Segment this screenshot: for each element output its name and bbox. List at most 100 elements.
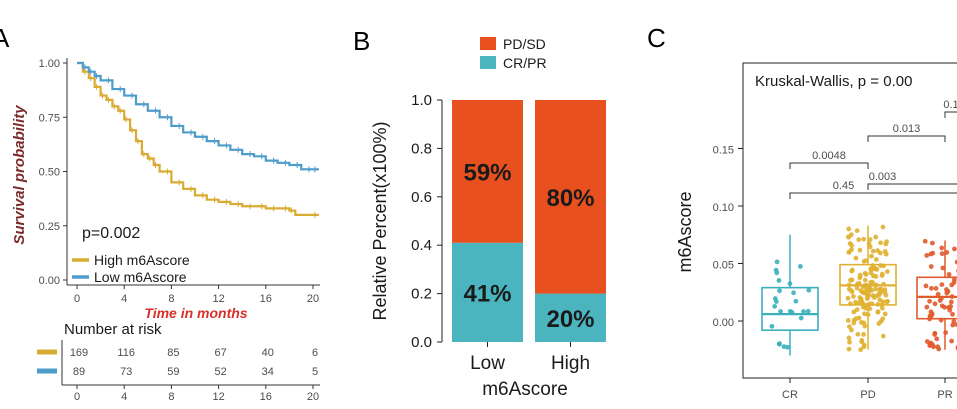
data-point-pd [870, 293, 876, 299]
data-point-pr [939, 251, 945, 257]
data-point-pr [929, 240, 935, 246]
data-point-pd [876, 292, 882, 298]
panel-a-letter: A [0, 23, 10, 53]
comparison-bracket [944, 111, 957, 118]
data-point-pd [877, 287, 883, 292]
box-pr [916, 276, 957, 320]
a-x-tick-label: 16 [260, 293, 272, 305]
data-point-pr [939, 282, 945, 288]
data-point-pd [845, 295, 851, 301]
data-point-pd [857, 275, 863, 281]
comparison-label: 0.0048 [812, 150, 846, 162]
bar-label-cr-pr: 20% [546, 306, 594, 333]
comparison-label: 0.013 [893, 123, 921, 135]
risk-x-tick-label: 12 [212, 391, 224, 403]
b-y-tick-label: 1.0 [411, 92, 432, 109]
data-point-pd [853, 255, 859, 261]
risk-count: 73 [120, 366, 132, 378]
bar-high-cr-pr [535, 293, 606, 342]
c-y-tick-label: 0.00 [713, 317, 734, 329]
risk-count: 85 [167, 347, 179, 359]
data-point-pd [859, 337, 865, 343]
data-point-pd [882, 311, 888, 317]
risk-count: 52 [214, 366, 226, 378]
data-point-pd [880, 316, 886, 322]
data-point-pd [849, 327, 854, 333]
data-point-pd [846, 249, 852, 255]
data-point-cr [806, 287, 812, 293]
risk-count: 5 [312, 366, 318, 378]
data-point-pr [924, 253, 930, 258]
data-point-pd [846, 234, 851, 240]
data-point-pd [883, 241, 889, 247]
panel-c-test-label: Kruskal-Wallis, p = 0.00 [755, 73, 912, 90]
data-point-pr [952, 246, 957, 252]
data-point-pd [857, 295, 863, 300]
data-point-pd [877, 297, 883, 303]
data-point-pr [932, 301, 938, 307]
comparison-bracket [789, 162, 869, 169]
risk-x-tick-label: 20 [307, 391, 319, 403]
data-point-pd [870, 248, 876, 254]
comparison-bracket [789, 192, 957, 199]
data-point-pr [922, 238, 928, 244]
data-point-cr [785, 344, 790, 350]
a-y-tick-label: 0.50 [39, 167, 60, 179]
data-point-pd [873, 257, 879, 262]
risk-count: 40 [262, 347, 274, 359]
data-point-pd [884, 269, 890, 274]
b-y-tick-label: 0.8 [411, 140, 432, 157]
c-y-tick-label: 0.05 [713, 260, 734, 272]
c-x-tick-label: PD [860, 389, 875, 401]
data-point-pd [861, 344, 867, 350]
data-point-pr [929, 311, 935, 317]
data-point-pr [923, 283, 929, 289]
data-point-pd [849, 243, 855, 248]
risk-x-tick-label: 4 [121, 391, 127, 403]
comparison-label: 0.003 [869, 171, 897, 183]
data-point-pd [877, 250, 883, 256]
data-point-cr [797, 263, 803, 269]
c-y-tick-label: 0.15 [713, 145, 734, 157]
data-point-pd [873, 286, 878, 292]
data-point-pr [950, 322, 956, 328]
data-point-pd [869, 253, 874, 259]
data-point-pd [849, 289, 855, 295]
panel-a-x-label: Time in months [144, 305, 247, 321]
data-point-pd [880, 224, 886, 230]
a-y-tick-label: 1.00 [39, 58, 60, 70]
data-point-cr [793, 298, 799, 304]
b-y-tick-label: 0.2 [411, 286, 432, 303]
data-point-pr [954, 322, 957, 328]
data-point-pr [949, 338, 954, 344]
bar-low-cr-pr [452, 242, 523, 342]
risk-count: 67 [214, 347, 226, 359]
data-point-pr [939, 245, 945, 251]
data-point-pd [880, 333, 886, 339]
a-y-tick-label: 0.00 [39, 275, 60, 287]
data-point-pd [876, 321, 882, 327]
legend-cr-pr-label: CR/PR [503, 55, 547, 71]
comparison-bracket [867, 183, 957, 190]
data-point-cr [773, 267, 779, 273]
data-point-pd [870, 273, 876, 279]
data-point-pr [948, 304, 954, 309]
panel-b-x-label: m6Ascore [482, 379, 568, 400]
data-point-cr [798, 315, 804, 321]
data-point-pd [873, 234, 879, 240]
risk-count: 34 [262, 366, 274, 378]
data-point-pd [854, 228, 860, 234]
data-point-pd [870, 279, 875, 285]
data-point-pr [932, 332, 938, 337]
bar-label-pd-sd: 80% [546, 185, 594, 212]
panel-c-letter: C [647, 23, 666, 53]
data-point-pr [940, 265, 946, 271]
data-point-pd [882, 249, 888, 254]
panel-a-pvalue: p=0.002 [82, 225, 140, 242]
data-point-pr [930, 250, 936, 256]
a-x-tick-label: 12 [212, 293, 224, 305]
data-point-pd [862, 277, 868, 283]
panel-b-y-label: Relative Percent(x100%) [370, 121, 390, 320]
risk-x-tick-label: 0 [74, 391, 80, 403]
data-point-pd [861, 236, 867, 242]
